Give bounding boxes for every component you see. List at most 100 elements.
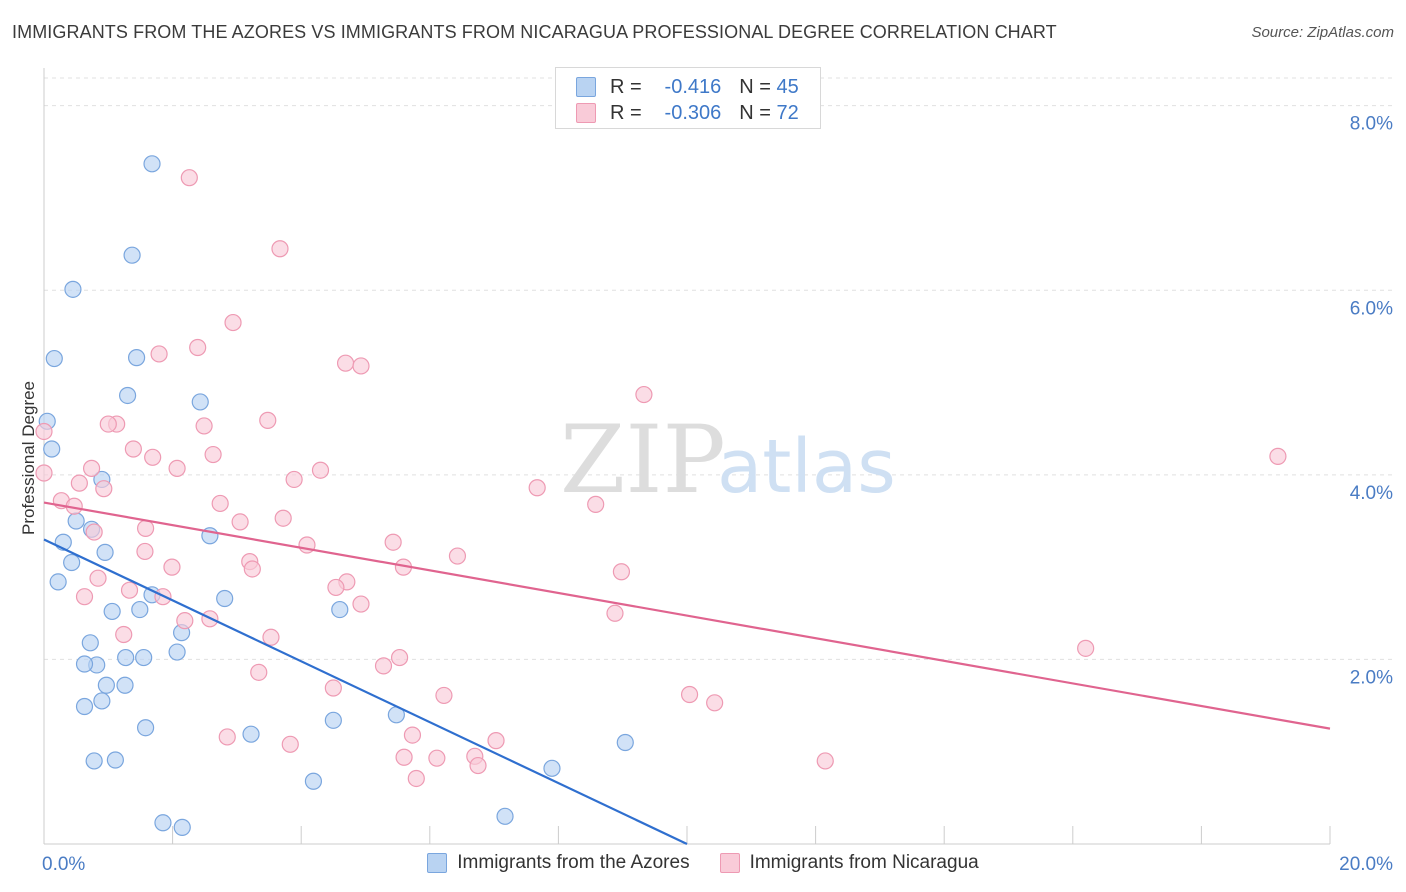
nicaragua-point: [259, 411, 277, 429]
azores-point: [242, 725, 260, 743]
nicaragua-point: [180, 169, 198, 187]
y-tick-label: 8.0%: [1350, 114, 1393, 135]
n-label: N =: [739, 75, 771, 98]
nicaragua-point: [384, 533, 402, 551]
legend-row-azores: R = -0.416 N = 45: [576, 74, 799, 100]
chart-title: IMMIGRANTS FROM THE AZORES VS IMMIGRANTS…: [12, 22, 1057, 42]
azores-point: [216, 589, 234, 608]
tick-labels: 2.0% 4.0% 6.0% 8.0% 0.0% 20.0%: [42, 114, 1393, 875]
legend-item-nicaragua[interactable]: Immigrants from Nicaragua: [719, 852, 979, 874]
legend-row-nicaragua: R = -0.306 N = 72: [576, 100, 799, 126]
x-tick-label: 0.0%: [42, 854, 85, 875]
nicaragua-point: [390, 648, 409, 667]
nicaragua-point: [231, 513, 249, 531]
azores-point: [45, 349, 63, 368]
nicaragua-point: [469, 756, 487, 775]
nicaragua-point: [428, 749, 446, 767]
azores-point: [97, 676, 115, 694]
nicaragua-point: [324, 679, 342, 697]
nicaragua-point: [407, 769, 425, 788]
nicaragua-point: [612, 563, 631, 581]
nicaragua-point: [352, 357, 370, 375]
nicaragua-point: [35, 422, 53, 441]
nicaragua-point: [271, 240, 289, 258]
nicaragua-point: [136, 542, 154, 561]
azores-point: [173, 818, 191, 836]
azores-swatch: [576, 77, 596, 97]
nicaragua-point: [224, 313, 242, 332]
nicaragua-point: [124, 440, 142, 458]
azores-point: [136, 719, 155, 737]
source-label: Source: ZipAtlas.com: [1251, 24, 1394, 41]
correlation-legend: R = -0.416 N = 45 R = -0.306 N = 72: [555, 67, 821, 129]
azores-point: [191, 393, 209, 411]
nicaragua-point: [82, 459, 101, 477]
nicaragua-point: [168, 459, 186, 477]
watermark-zip: ZIP: [560, 406, 726, 515]
y-axis-label: Professional Degree: [19, 381, 38, 535]
nicaragua-point: [95, 480, 113, 498]
n-value: 72: [776, 101, 799, 124]
r-label: R =: [610, 75, 642, 98]
azores-point: [63, 553, 81, 572]
nicaragua-point: [680, 685, 699, 704]
azores-point: [106, 751, 124, 769]
azores-point: [49, 573, 67, 591]
series-legend: Immigrants from the Azores Immigrants fr…: [0, 852, 1406, 874]
nicaragua-point: [403, 726, 422, 744]
azores-point: [81, 634, 99, 652]
nicaragua-point: [435, 686, 453, 705]
nicaragua-point: [195, 417, 213, 435]
nicaragua-point: [327, 578, 345, 597]
legend-item-azores[interactable]: Immigrants from the Azores: [427, 852, 690, 874]
n-label: N =: [739, 101, 771, 124]
nicaragua-swatch: [576, 103, 596, 123]
nicaragua-point: [374, 657, 393, 675]
watermark: ZIP atlas: [560, 406, 896, 515]
y-tick-label: 6.0%: [1350, 298, 1393, 319]
nicaragua-point: [218, 728, 236, 746]
nicaragua-point: [1077, 639, 1095, 657]
nicaragua-point: [706, 694, 724, 712]
azores-point: [143, 155, 161, 173]
nicaragua-point: [311, 461, 330, 479]
nicaragua-point: [635, 385, 653, 404]
nicaragua-point: [35, 464, 53, 482]
nicaragua-point: [150, 345, 168, 363]
nicaragua-point: [1269, 447, 1287, 465]
nicaragua-point: [395, 748, 413, 766]
azores-point: [127, 349, 146, 367]
azores-point: [131, 600, 149, 619]
azores-point: [123, 246, 141, 264]
azores-point: [154, 814, 172, 832]
data-points: [35, 155, 1287, 836]
nicaragua-point: [99, 415, 117, 433]
nicaragua-point: [75, 588, 94, 606]
nicaragua-point: [274, 509, 292, 527]
nicaragua-point: [528, 479, 546, 497]
x-tick-label: 20.0%: [1339, 854, 1393, 875]
azores-point: [331, 600, 349, 619]
nicaragua-point: [85, 523, 103, 541]
r-value: -0.416: [664, 75, 722, 98]
nicaragua-point: [816, 752, 834, 770]
azores-point: [93, 692, 111, 710]
n-value: 45: [776, 75, 799, 98]
azores-point: [116, 676, 134, 694]
nicaragua-point: [144, 448, 162, 466]
azores-point: [324, 711, 342, 729]
watermark-atlas: atlas: [717, 424, 896, 510]
nicaragua-swatch: [719, 853, 740, 873]
nicaragua-point: [211, 494, 229, 513]
nicaragua-point: [70, 474, 88, 492]
nicaragua-point: [115, 625, 133, 644]
azores-point: [616, 733, 634, 752]
nicaragua-point: [285, 470, 303, 489]
azores-point: [85, 752, 103, 770]
y-tick-label: 2.0%: [1350, 667, 1393, 688]
azores-point: [75, 655, 94, 673]
nicaragua-point: [606, 604, 624, 622]
azores-point: [168, 643, 186, 661]
nicaragua-point: [587, 495, 605, 513]
nicaragua-point: [89, 569, 107, 587]
